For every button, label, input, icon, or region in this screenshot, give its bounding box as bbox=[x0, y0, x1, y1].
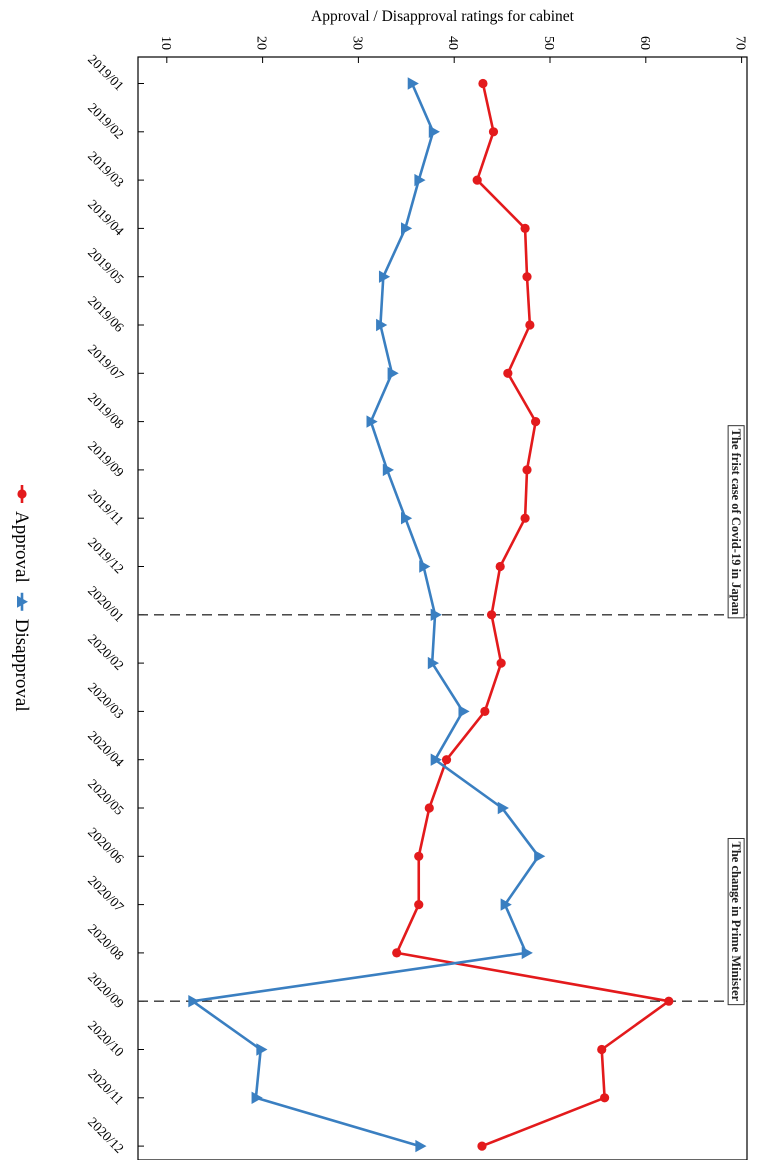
category-tick-label: 2019/05 bbox=[85, 245, 127, 287]
annotation-box bbox=[727, 425, 745, 619]
legend: Approval Disapproval bbox=[11, 485, 32, 712]
data-point bbox=[251, 1091, 263, 1104]
data-point bbox=[520, 513, 530, 523]
category-tick-label: 2020/07 bbox=[85, 873, 127, 915]
data-point bbox=[427, 656, 439, 670]
data-point bbox=[480, 706, 490, 717]
value-tick-label: 10 bbox=[158, 36, 173, 50]
annotations: The frist case of Covid-19 in Japan The c… bbox=[138, 425, 747, 1006]
data-point bbox=[500, 898, 512, 911]
plot-frame bbox=[137, 56, 748, 1160]
legend-item-disapproval: Disapproval bbox=[11, 592, 32, 712]
annotation-box bbox=[727, 837, 745, 1006]
data-point bbox=[424, 803, 434, 813]
data-point bbox=[472, 175, 482, 185]
data-point bbox=[486, 610, 497, 620]
category-tick-label: 2019/04 bbox=[85, 196, 127, 238]
data-point bbox=[415, 1139, 427, 1153]
category-tick-label: 2019/01 bbox=[85, 52, 127, 94]
data-point bbox=[525, 320, 535, 330]
category-tick-label: 2020/10 bbox=[85, 1018, 127, 1060]
data-point bbox=[478, 78, 488, 89]
category-tick-label: 2020/09 bbox=[85, 969, 127, 1011]
category-tick-label: 2020/11 bbox=[85, 1066, 127, 1108]
data-point bbox=[401, 222, 413, 235]
value-tick-label: 70 bbox=[733, 36, 748, 50]
data-point bbox=[520, 223, 530, 233]
category-tick-label: 2019/11 bbox=[85, 486, 127, 528]
data-point bbox=[414, 173, 426, 187]
data-point bbox=[521, 946, 533, 960]
data-point bbox=[597, 1044, 607, 1055]
data-point bbox=[497, 801, 509, 815]
data-point bbox=[477, 1141, 487, 1151]
data-point bbox=[387, 367, 399, 380]
value-tick-label: 40 bbox=[445, 36, 460, 50]
legend-marker bbox=[17, 595, 28, 608]
series bbox=[188, 77, 674, 1153]
category-tick-label: 2019/07 bbox=[85, 341, 127, 383]
category-tick-label: 2020/04 bbox=[85, 728, 127, 770]
data-point bbox=[534, 850, 546, 863]
data-point bbox=[441, 755, 452, 765]
category-tick-label: 2019/02 bbox=[85, 100, 127, 142]
category-tick-label: 2019/06 bbox=[85, 293, 127, 335]
data-point bbox=[430, 608, 442, 621]
data-point bbox=[428, 125, 440, 138]
legend-item-approval: Approval bbox=[11, 485, 32, 583]
data-point bbox=[382, 463, 394, 477]
data-point bbox=[522, 465, 532, 475]
data-point bbox=[496, 658, 506, 668]
data-point bbox=[407, 77, 419, 90]
data-point bbox=[378, 270, 391, 283]
legend-box: Approval Disapproval bbox=[11, 485, 32, 712]
category-tick-label: 2020/06 bbox=[85, 824, 127, 866]
category-tick-label: 2020/08 bbox=[85, 921, 127, 963]
data-point bbox=[600, 1093, 610, 1103]
data-point bbox=[664, 996, 674, 1006]
category-tick-label: 2020/02 bbox=[85, 631, 127, 673]
chart-title: Approval / Disapproval ratings for cabin… bbox=[311, 8, 575, 25]
category-tick-label: 2020/03 bbox=[85, 679, 127, 721]
data-point bbox=[188, 995, 200, 1008]
series-disapproval bbox=[188, 77, 546, 1153]
data-point bbox=[414, 851, 424, 861]
data-point bbox=[488, 127, 499, 137]
value-tick-label: 50 bbox=[541, 36, 556, 50]
category-tick-label: 2020/12 bbox=[85, 1114, 127, 1156]
annotation-text: The frist case of Covid-19 in Japan bbox=[729, 429, 743, 615]
data-point bbox=[376, 318, 388, 332]
annotation-label: The change in Prime Minister bbox=[727, 837, 745, 1006]
category-tick-label: 2019/09 bbox=[85, 438, 127, 480]
category-tick-label: 2019/12 bbox=[85, 535, 127, 577]
category-tick-label: 2019/03 bbox=[85, 148, 127, 190]
value-tick-label: 30 bbox=[349, 36, 364, 50]
data-point bbox=[414, 900, 424, 910]
data-point bbox=[366, 415, 378, 428]
data-point bbox=[256, 1043, 268, 1056]
annotation-label: The frist case of Covid-19 in Japan bbox=[727, 425, 745, 619]
data-point bbox=[458, 705, 470, 718]
category-tick-label: 2020/05 bbox=[85, 776, 127, 818]
data-point bbox=[430, 753, 442, 766]
data-point bbox=[401, 512, 413, 525]
series-approval bbox=[392, 78, 674, 1151]
legend-label: Disapproval bbox=[11, 619, 32, 712]
data-point bbox=[503, 368, 513, 378]
data-point bbox=[419, 560, 431, 573]
data-point bbox=[522, 272, 532, 282]
annotation-text: The change in Prime Minister bbox=[729, 841, 743, 1001]
data-point bbox=[392, 948, 402, 958]
data-point bbox=[495, 561, 505, 572]
data-point bbox=[531, 417, 541, 427]
category-tick-label: 2020/01 bbox=[85, 583, 127, 625]
value-tick-label: 60 bbox=[637, 36, 652, 50]
category-tick-label: 2019/08 bbox=[85, 390, 127, 432]
value-tick-label: 20 bbox=[254, 36, 269, 50]
legend-marker bbox=[17, 489, 27, 499]
legend-label: Approval bbox=[11, 511, 32, 583]
